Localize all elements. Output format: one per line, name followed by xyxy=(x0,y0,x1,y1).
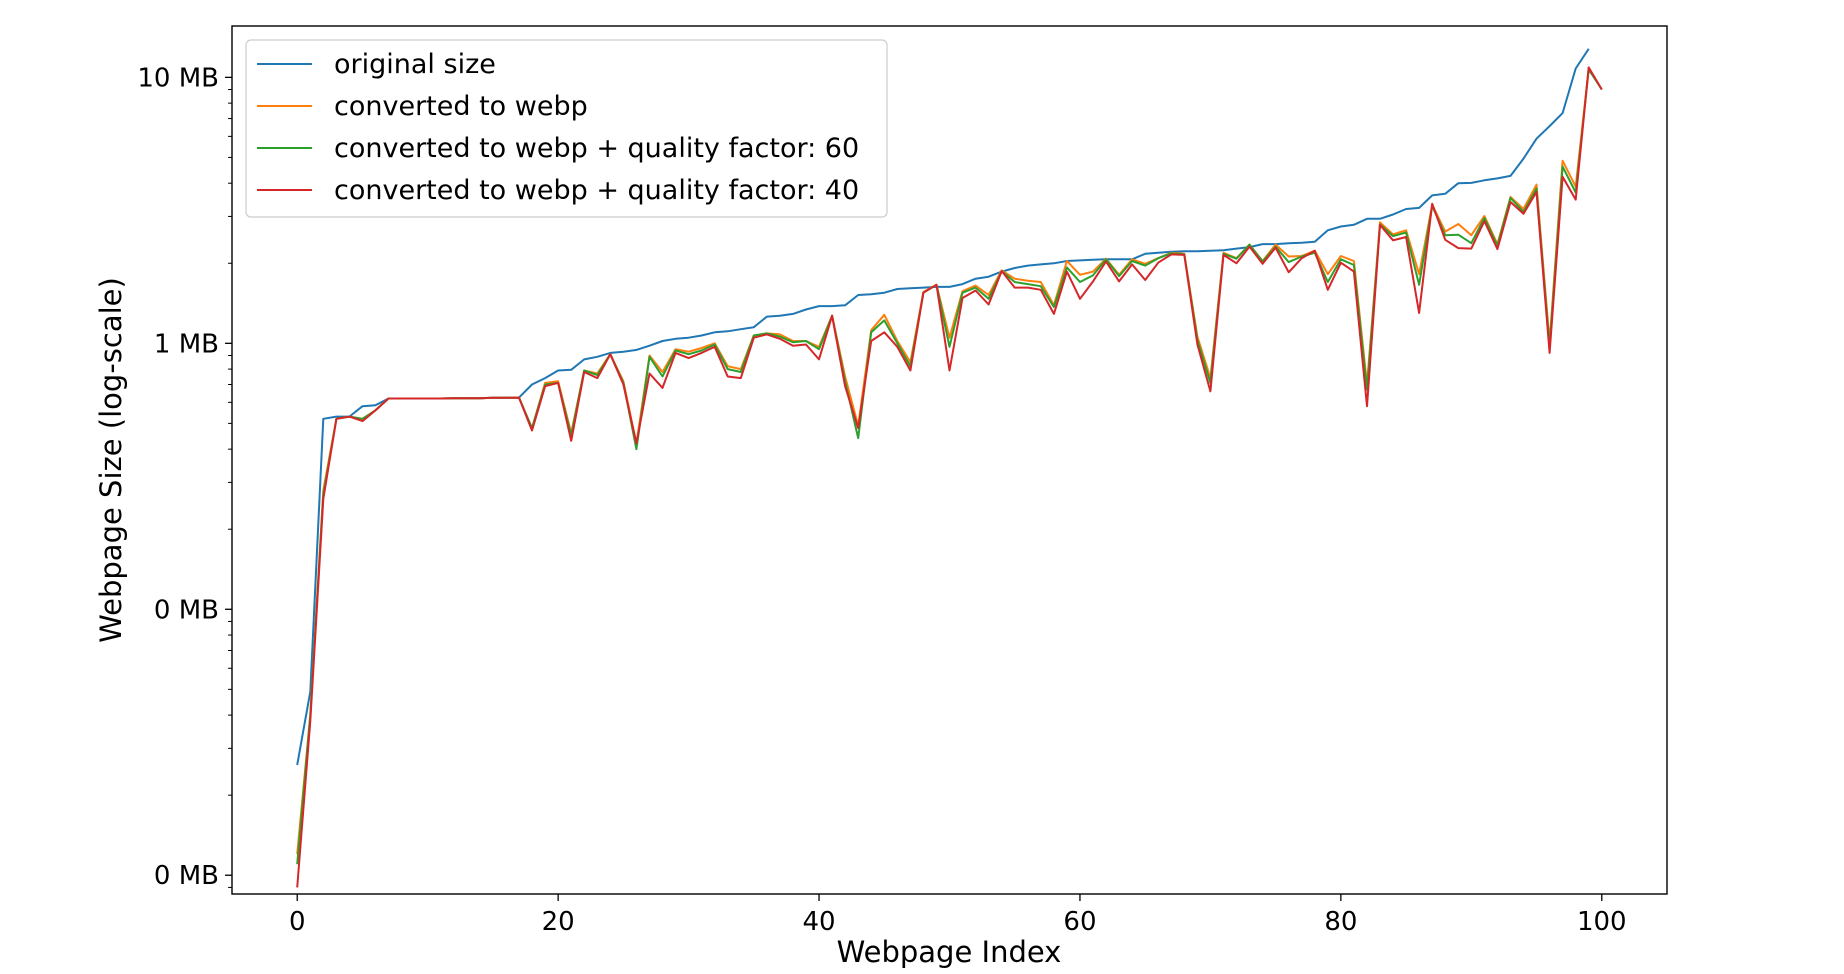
y-axis-ticks: 10 MB 1 MB 0 MB 0 MB xyxy=(137,63,232,891)
x-tick-label: 80 xyxy=(1324,907,1357,937)
legend-label-1: converted to webp xyxy=(334,91,588,122)
x-tick-label: 60 xyxy=(1063,907,1096,937)
x-tick-label: 20 xyxy=(542,907,575,937)
x-tick-label: 100 xyxy=(1577,907,1627,937)
series-line-3 xyxy=(296,66,1603,888)
y-tick-label: 0 MB xyxy=(154,861,219,891)
y-tick-label: 1 MB xyxy=(154,329,219,359)
x-tick-label: 40 xyxy=(802,907,835,937)
y-axis-label: Webpage Size (log-scale) xyxy=(94,277,128,643)
plot-lines xyxy=(296,48,1603,888)
y-tick-label: 0 MB xyxy=(154,595,219,625)
legend-frame xyxy=(245,39,888,218)
y-tick-label: 10 MB xyxy=(137,63,219,93)
legend: original size converted to webp converted … xyxy=(245,39,888,218)
legend-label-0: original size xyxy=(334,49,496,80)
x-axis-ticks: 0 20 40 60 80 100 xyxy=(289,894,1627,937)
legend-label-2: converted to webp + quality factor: 60 xyxy=(334,133,859,164)
plot-frame xyxy=(231,25,1668,895)
x-tick-label: 0 xyxy=(289,907,306,937)
legend-label-3: converted to webp + quality factor: 40 xyxy=(334,175,859,206)
x-axis-label: Webpage Index xyxy=(837,935,1062,969)
